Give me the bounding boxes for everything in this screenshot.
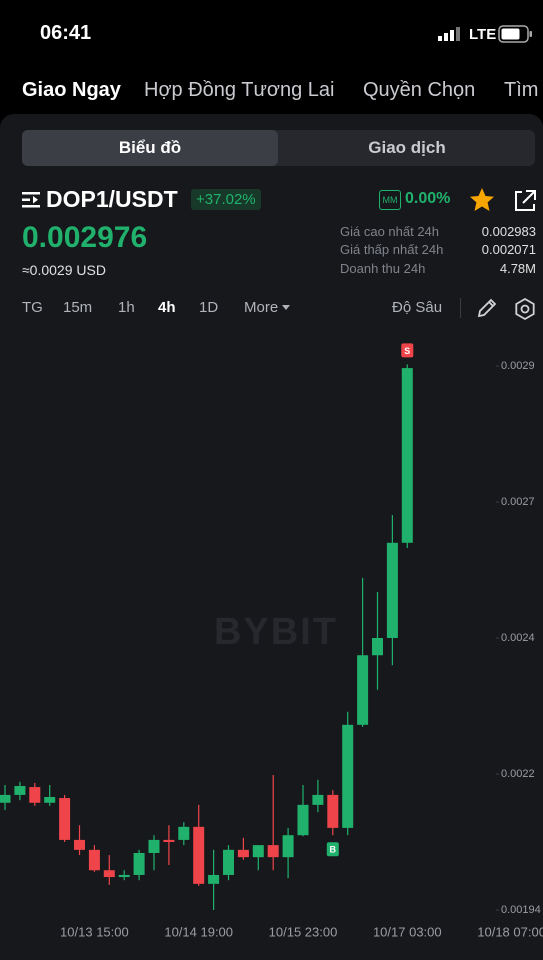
candle-body [386,542,398,638]
interval[interactable]: More [244,299,279,316]
status-time: 06:41 [40,22,92,44]
x-tick-label: 10/13 15:00 [60,924,129,939]
interval[interactable]: 1h [118,299,135,316]
candle-body [401,368,413,543]
tab[interactable]: Giao Ngay [22,79,121,101]
candle-body [163,839,175,842]
stat-value: 0.002983 [481,224,536,239]
tab[interactable]: Hợp Đồng Tương Lai [144,79,335,101]
candle-body [133,852,145,875]
candle-body [118,874,130,878]
mm-rate: 0.00% [405,190,451,207]
stat-label: Giá thấp nhất 24h [340,242,444,257]
candle-body [223,849,234,875]
interval[interactable]: 4h [158,299,176,316]
draw-icon[interactable] [476,297,498,319]
candle-body [357,655,369,725]
candle-body [297,804,309,836]
menu-icon[interactable] [22,191,42,209]
divider [460,298,461,318]
x-tick-label: 10/17 03:00 [373,924,442,939]
candle-body [178,826,190,840]
candle-body [327,794,339,828]
share-icon[interactable] [512,188,538,214]
tab[interactable]: Quyền Chọn [363,79,476,101]
battery-icon [498,25,532,43]
candle-body [0,794,11,803]
settings-icon[interactable] [513,297,537,321]
x-tick-label: 10/18 07:00 [477,924,543,939]
dropdown-arrow [282,305,290,310]
candle-body [59,798,71,840]
change-badge: +37.02% [191,189,261,210]
interval[interactable]: 1D [199,299,219,316]
panel [0,114,543,960]
candle-body [282,835,294,858]
switch-option[interactable]: Biểu đồ [22,130,278,166]
candle-body [342,724,354,828]
signal-marker [401,343,414,358]
candle-body [103,870,115,878]
watermark: BYBIT [214,611,338,653]
candle-body [14,786,26,795]
stat-label: Giá cao nhất 24h [340,224,440,239]
y-tick-label: 0.0024 [501,632,535,644]
candle-body [74,839,85,850]
signal-label: B [330,845,337,855]
y-tick-label: 0.00194 [501,904,541,916]
status-network: LTE [469,26,497,43]
switch-option[interactable]: Giao dịch [368,138,446,157]
candle-body [208,874,220,884]
interval[interactable]: 15m [63,299,93,316]
stat-value: 4.78M [499,261,536,276]
signal-marker [326,842,339,857]
candle-body [29,787,41,803]
last-price: 0.002976 [22,221,148,254]
price-usd: ≈0.0029 USD [22,262,106,278]
stat-label: Doanh thu 24h [340,261,426,276]
pair-name[interactable]: DOP1/USDT [46,186,178,212]
candle-body [312,794,324,805]
candle-body [252,845,264,858]
tab[interactable]: Tìm [504,79,539,101]
candle-body [44,797,56,803]
stat-value: 0.002071 [481,242,536,257]
signal-icon [438,27,460,41]
candle-body [372,638,383,656]
interval[interactable]: TG [22,299,43,316]
favorite-icon[interactable] [468,186,496,214]
signal-label: S [404,346,410,356]
mm-badge: MM [379,190,401,210]
y-tick-label: 0.0022 [501,768,535,780]
y-tick-label: 0.0027 [501,496,535,508]
depth-button[interactable]: Độ Sâu [392,299,443,316]
candle-body [193,826,205,884]
x-tick-label: 10/15 23:00 [269,924,338,939]
x-tick-label: 10/14 19:00 [164,924,233,939]
candle-body [148,839,160,853]
candle-body [88,849,100,871]
y-tick-label: 0.0029 [501,360,535,372]
candle-body [267,845,279,858]
candle-body [237,849,249,858]
stat-overlap [0,213,543,223]
